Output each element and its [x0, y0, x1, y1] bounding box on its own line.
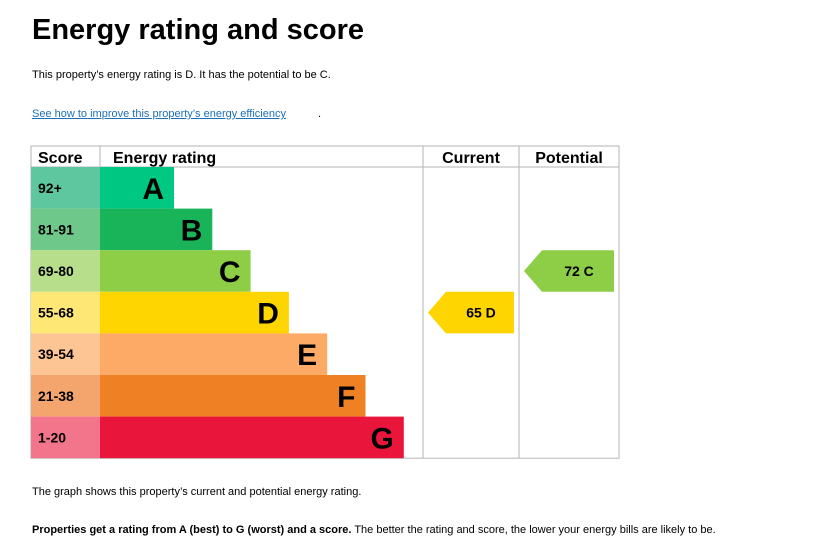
rating-explanation: Properties get a rating from A (best) to…	[32, 524, 716, 536]
score-range-f: 21-38	[38, 388, 74, 404]
potential-rating-arrow	[524, 250, 614, 292]
header-score: Score	[38, 150, 83, 167]
rating-letter-e: E	[297, 339, 317, 372]
rating-explanation-bold: Properties get a rating from A (best) to…	[32, 524, 352, 536]
rating-letter-g: G	[370, 422, 393, 455]
rating-bar-g	[100, 416, 404, 459]
rating-bar-c	[100, 250, 251, 292]
page-title: Energy rating and score	[32, 14, 364, 46]
score-range-a: 92+	[38, 180, 62, 196]
score-range-g: 1-20	[38, 429, 66, 445]
score-range-e: 39-54	[38, 346, 74, 362]
rating-bar-e	[100, 333, 328, 375]
rating-bar-f	[100, 375, 366, 417]
rating-letter-b: B	[181, 214, 203, 247]
rating-letter-a: A	[142, 173, 164, 206]
rating-bar-d	[100, 291, 289, 334]
score-range-d: 55-68	[38, 305, 74, 321]
header-energy-rating: Energy rating	[113, 150, 216, 167]
current-rating-arrow	[428, 291, 514, 334]
rating-explanation-rest: The better the rating and score, the low…	[351, 524, 716, 536]
header-potential: Potential	[535, 150, 603, 167]
score-cell-g	[31, 416, 100, 459]
rating-summary: This property’s energy rating is D. It h…	[32, 69, 331, 81]
rating-bar-a	[100, 167, 174, 209]
score-cell-d	[31, 291, 100, 334]
score-range-c: 69-80	[38, 263, 74, 279]
score-cell-c	[31, 250, 100, 292]
score-cell-e	[31, 333, 100, 375]
improve-efficiency-link[interactable]: See how to improve this property’s energ…	[32, 108, 286, 120]
score-cell-b	[31, 208, 100, 251]
score-range-b: 81-91	[38, 221, 74, 237]
potential-rating-arrow-label: 72 C	[564, 263, 594, 279]
rating-letter-f: F	[337, 381, 355, 414]
header-current: Current	[442, 150, 500, 167]
score-cell-a	[31, 167, 100, 209]
score-cell-f	[31, 375, 100, 417]
rating-letter-c: C	[219, 256, 241, 289]
link-period: .	[318, 108, 322, 120]
current-rating-arrow-label: 65 D	[466, 305, 496, 321]
rating-letter-d: D	[257, 298, 279, 331]
graph-description: The graph shows this property’s current …	[32, 486, 362, 498]
rating-bar-b	[100, 208, 213, 251]
